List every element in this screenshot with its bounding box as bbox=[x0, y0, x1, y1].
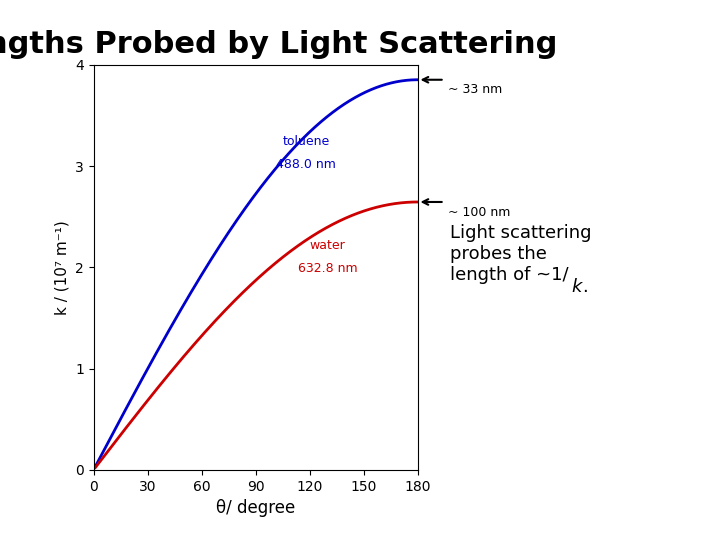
Text: k: k bbox=[571, 278, 581, 296]
Text: ~ 100 nm: ~ 100 nm bbox=[448, 206, 510, 219]
Y-axis label: k / (10⁷ m⁻¹): k / (10⁷ m⁻¹) bbox=[55, 220, 69, 315]
Text: Lengths Probed by Light Scattering: Lengths Probed by Light Scattering bbox=[0, 30, 558, 59]
Text: Light scattering
probes the
length of ~1/: Light scattering probes the length of ~1… bbox=[450, 224, 592, 284]
Text: ~ 33 nm: ~ 33 nm bbox=[448, 83, 503, 96]
Text: .: . bbox=[582, 278, 588, 296]
Text: 632.8 nm: 632.8 nm bbox=[298, 262, 357, 275]
X-axis label: θ/ degree: θ/ degree bbox=[216, 499, 295, 517]
Text: water: water bbox=[310, 239, 346, 252]
Text: toluene: toluene bbox=[282, 135, 330, 148]
Text: 488.0 nm: 488.0 nm bbox=[276, 158, 336, 171]
